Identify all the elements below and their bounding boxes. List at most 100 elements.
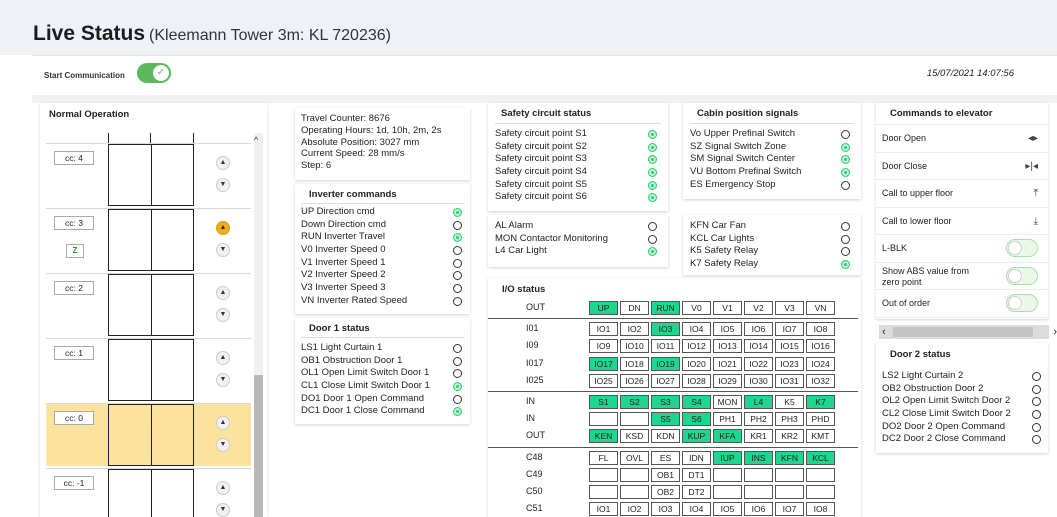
inverter-item-label: V3 Inverter Speed 3 <box>301 282 386 294</box>
door1-item: OL1 Open Limit Switch Door 1 <box>301 367 464 380</box>
cabin-item-label: SM Signal Switch Center <box>690 153 796 165</box>
door2-item: DC2 Door 2 Close Command <box>882 433 1042 446</box>
scrollbar-thumb[interactable] <box>254 375 263 517</box>
status-indicator-icon <box>841 155 850 165</box>
floor-row[interactable]: cc: 0 ▲ ▼ <box>46 403 251 466</box>
floor-row[interactable]: cc: 3 ▲ ▼ Z <box>46 208 251 271</box>
commands-scrollbar[interactable]: ‹ › <box>879 325 1057 339</box>
shaft-top-rail-mid <box>150 133 151 143</box>
io-cell <box>620 412 649 427</box>
io-separator <box>488 446 858 448</box>
call-up-icon[interactable]: ▲ <box>216 156 230 170</box>
misc-item: L4 Car Light <box>495 245 661 258</box>
command-button[interactable]: Call to upper floor ⤒ <box>876 180 1048 208</box>
cabin-item: ES Emergency Stop <box>690 179 854 192</box>
command-button[interactable]: Call to lower floor ⤓ <box>876 208 1048 235</box>
misc-item: AL Alarm <box>495 220 661 233</box>
io-cell <box>806 485 835 499</box>
io-row-label: I017 <box>526 357 544 368</box>
io-cell: IO14 <box>744 339 773 354</box>
status-indicator-icon <box>648 155 657 165</box>
safety-item-label: Safety circuit point S1 <box>495 128 587 139</box>
io-cell: V2 <box>744 301 773 315</box>
scrollbar-thumb[interactable] <box>893 327 1033 337</box>
inverter-item: RUN Inverter Travel <box>301 231 464 244</box>
cabin-item: VU Bottom Prefinal Switch <box>690 166 854 179</box>
io-cell: UP <box>589 301 618 315</box>
shaft-door <box>108 209 194 271</box>
call-down-icon[interactable]: ▼ <box>216 373 230 387</box>
scroll-right-icon[interactable]: › <box>1053 326 1057 338</box>
call-down-icon[interactable]: ▼ <box>216 503 230 517</box>
toggle-switch[interactable] <box>1006 294 1038 312</box>
io-row-label: I01 <box>526 323 539 334</box>
call-up-icon: ⤒ <box>1033 188 1038 199</box>
io-cell: IO4 <box>682 322 711 337</box>
call-down-icon[interactable]: ▼ <box>216 178 230 192</box>
floor-row[interactable]: cc: -1 ▲ ▼ <box>46 468 251 517</box>
scroll-up-icon[interactable]: ^ <box>254 135 259 145</box>
io-cell <box>589 412 618 427</box>
floor-row[interactable]: cc: 2 ▲ ▼ <box>46 273 251 336</box>
door1-item-label: OL1 Open Limit Switch Door 1 <box>301 367 430 379</box>
floor-row[interactable]: cc: 4 ▲ ▼ <box>46 143 251 206</box>
safety-item: Safety circuit point S6 <box>495 191 661 204</box>
start-communication-toggle[interactable]: ✓ <box>137 63 171 83</box>
call-down-icon[interactable]: ▼ <box>216 243 230 257</box>
io-cell: OVL <box>620 450 649 465</box>
door2-item-label: CL2 Close Limit Switch Door 2 <box>882 408 1011 420</box>
toggle-switch[interactable] <box>1006 266 1038 285</box>
io-cell: IO6 <box>744 502 773 517</box>
call-up-icon[interactable]: ▲ <box>216 221 230 235</box>
floor-label: cc: 1 <box>54 346 94 360</box>
io-row-label: OUT <box>526 430 545 441</box>
command-button[interactable]: Door Close ▸|◂ <box>876 153 1048 180</box>
door1-item-label: OB1 Obstruction Door 1 <box>301 354 403 366</box>
io-row-label: OUT <box>526 302 545 312</box>
io-cell: S3 <box>651 395 680 409</box>
door-divider <box>151 275 152 335</box>
io-cell: IO24 <box>806 356 835 371</box>
call-up-icon[interactable]: ▲ <box>216 481 230 495</box>
inverter-item-label: V2 Inverter Speed 2 <box>301 269 386 281</box>
shaft-scrollbar[interactable] <box>254 133 263 517</box>
toggle-label: Show ABS value from zero point <box>882 265 970 287</box>
call-down-icon[interactable]: ▼ <box>216 438 230 452</box>
call-down-icon[interactable]: ▼ <box>216 308 230 322</box>
safety-item: Safety circuit point S5 <box>495 179 661 192</box>
io-cell: IO21 <box>713 356 742 371</box>
misc-item: MON Contactor Monitoring <box>495 233 661 246</box>
door1-item-label: CL1 Close Limit Switch Door 1 <box>301 380 430 392</box>
io-cell: IO22 <box>744 356 773 371</box>
io-cell: IO26 <box>620 373 649 388</box>
io-cell: IO12 <box>682 339 711 354</box>
io-cell: IO29 <box>713 373 742 388</box>
io-cell <box>620 467 649 482</box>
io-cell: VN <box>806 301 835 315</box>
info-line: Current Speed: 28 mm/s <box>301 148 405 160</box>
io-cell: DT2 <box>682 485 711 499</box>
io-cell: IO23 <box>775 356 804 371</box>
toggle-switch[interactable] <box>1006 239 1038 257</box>
safety-item-label: Safety circuit point S4 <box>495 166 587 178</box>
call-up-icon[interactable]: ▲ <box>216 351 230 365</box>
toolbar: Start Communication ✓ 15/07/2021 14:07:5… <box>32 55 1057 95</box>
call-up-icon[interactable]: ▲ <box>216 416 230 430</box>
info-line: Step: 6 <box>301 160 332 172</box>
door2-item: CL2 Close Limit Switch Door 2 <box>882 408 1042 421</box>
page-title: Live Status (Kleemann Tower 3m: KL 720236… <box>33 22 391 45</box>
command-button[interactable]: Door Open ◂▸ <box>876 125 1048 153</box>
scroll-left-icon[interactable]: ‹ <box>882 326 886 338</box>
io-cell: IO18 <box>620 356 649 371</box>
command-label: Call to lower floor <box>882 215 952 226</box>
io-cell: IO5 <box>713 502 742 517</box>
floor-row[interactable]: cc: 1 ▲ ▼ <box>46 338 251 401</box>
io-cell: IO13 <box>713 339 742 354</box>
io-row-label: C51 <box>526 503 543 514</box>
door1-title: Door 1 status <box>309 323 370 334</box>
inverter-item-label: V1 Inverter Speed 1 <box>301 256 386 268</box>
status-indicator-icon <box>453 407 462 417</box>
command-toggle-row: Show ABS value from zero point <box>876 263 1048 290</box>
call-up-icon[interactable]: ▲ <box>216 286 230 300</box>
io-cell: IO15 <box>775 339 804 354</box>
